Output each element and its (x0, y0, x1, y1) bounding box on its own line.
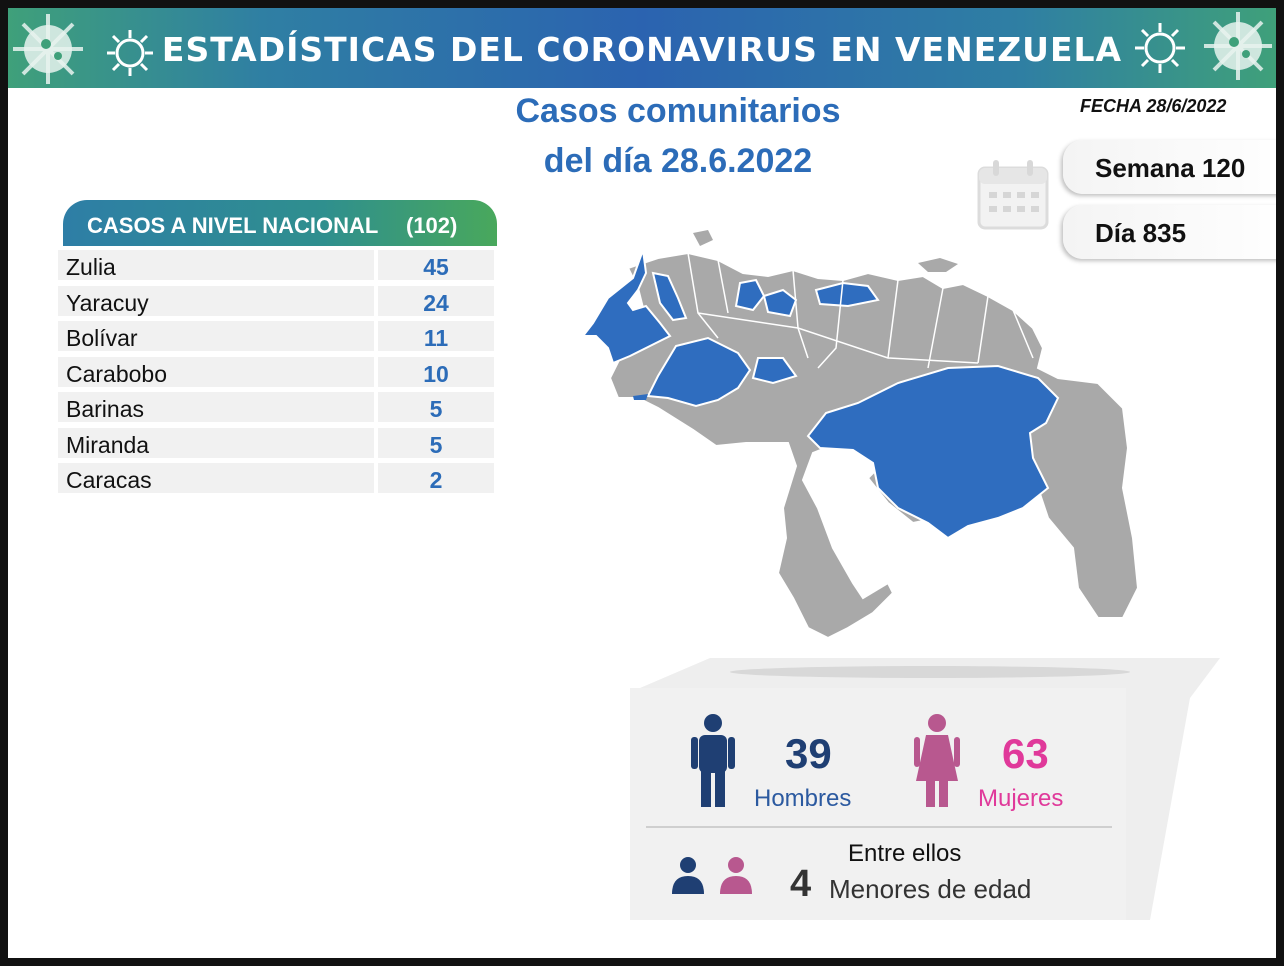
woman-icon (914, 714, 960, 807)
state-zulia (580, 249, 672, 365)
week-pill: Semana 120 (1063, 140, 1276, 194)
map-island (693, 230, 713, 246)
week-label: Semana 120 (1095, 153, 1246, 183)
women-count: 63 (1002, 730, 1049, 777)
table-row: Carabobo 10 (58, 355, 498, 391)
state-borders (687, 252, 1034, 369)
infographic: ESTADÍSTICAS DEL CORONAVIRUS EN VENEZUEL… (8, 8, 1276, 958)
table-total: (102) (406, 213, 458, 238)
state-name: Zulia (66, 254, 116, 280)
state-name: Caracas (66, 467, 152, 493)
virus-icon (1135, 23, 1185, 73)
calendar-icon (977, 160, 1049, 230)
table-row: Miranda 5 (58, 426, 498, 462)
table-title: CASOS A NIVEL NACIONAL (87, 213, 379, 238)
cases-table: Zulia 45 Yaracuy 24 Bolívar 11 Carabobo … (58, 248, 498, 497)
table-row: Yaracuy 24 (58, 284, 498, 320)
state-cases: 2 (429, 467, 443, 493)
virus-icon (13, 14, 83, 84)
day-label: Día 835 (1095, 218, 1187, 248)
day-pill: Día 835 (1063, 205, 1276, 259)
table-header: CASOS A NIVEL NACIONAL (102) (63, 200, 497, 246)
table-row: Barinas 5 (58, 390, 498, 426)
divider (646, 826, 1112, 828)
panel-shadow (640, 658, 1220, 920)
state-name: Carabobo (66, 360, 168, 387)
state-name: Yaracuy (66, 289, 149, 316)
minors-label: Menores de edad (829, 874, 1032, 904)
man-icon (691, 714, 735, 807)
map-island (918, 258, 958, 272)
state-cases: 24 (423, 289, 449, 316)
state-cojedes (751, 357, 798, 385)
state-cases: 5 (429, 396, 443, 422)
men-label: Hombres (754, 785, 852, 812)
banner: ESTADÍSTICAS DEL CORONAVIRUS EN VENEZUEL… (8, 8, 1276, 88)
virus-icon (1204, 12, 1272, 80)
state-carabobo (762, 288, 798, 318)
state-name: Miranda (66, 431, 150, 458)
state-cases: 10 (423, 360, 449, 387)
women-label: Mujeres (978, 785, 1064, 812)
stats-panel: 39 Hombres 63 Mujeres Entre ellos 4 Meno… (630, 658, 1226, 920)
state-falcon-west (651, 271, 688, 322)
date-label: FECHA 28/6/2022 (1080, 96, 1227, 116)
banner-title: ESTADÍSTICAS DEL CORONAVIRUS EN VENEZUEL… (161, 30, 1123, 69)
venezuela-map (580, 230, 1140, 640)
state-cases: 45 (423, 254, 449, 280)
page-title-line1: Casos comunitarios (515, 92, 841, 130)
virus-icon (107, 30, 153, 76)
table-row: Zulia 45 (58, 248, 498, 284)
table-row: Caracas 2 (58, 461, 498, 497)
state-bolivar (806, 364, 1060, 540)
state-name: Bolívar (66, 325, 138, 351)
state-yaracuy (734, 278, 766, 312)
page-title-line2: del día 28.6.2022 (543, 142, 813, 180)
state-barinas (646, 336, 752, 408)
men-count: 39 (785, 730, 832, 777)
entre-ellos-label: Entre ellos (848, 840, 962, 867)
state-cases: 11 (423, 325, 449, 351)
state-name: Barinas (66, 396, 144, 422)
state-cases: 5 (429, 431, 443, 458)
table-row: Bolívar 11 (58, 319, 498, 355)
minors-count: 4 (790, 863, 812, 905)
people-icon (672, 857, 752, 894)
map-island (633, 394, 648, 400)
